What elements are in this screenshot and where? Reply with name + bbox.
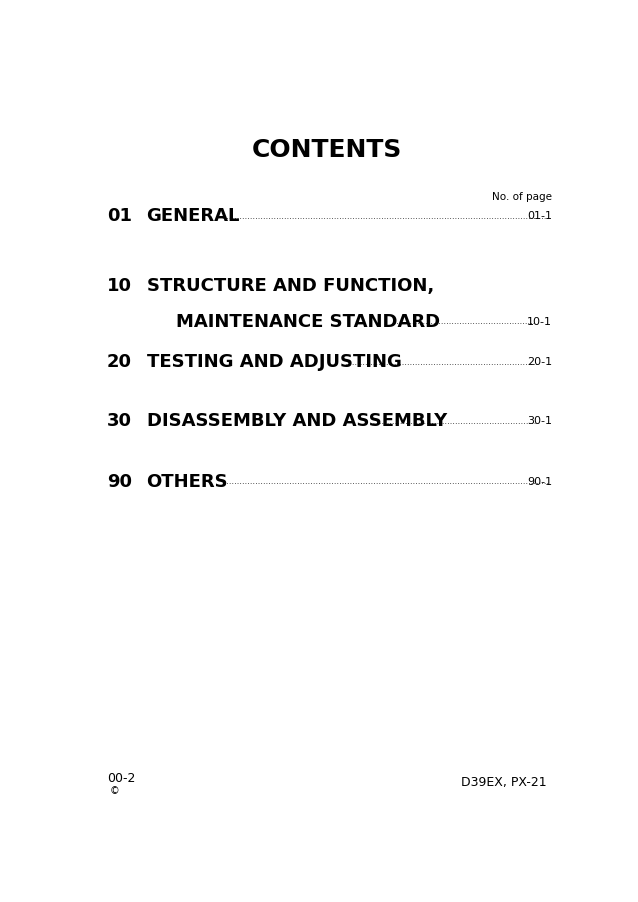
Text: MAINTENANCE STANDARD: MAINTENANCE STANDARD [176, 312, 440, 330]
Text: TESTING AND ADJUSTING: TESTING AND ADJUSTING [147, 353, 401, 371]
Text: 20-1: 20-1 [527, 357, 552, 367]
Text: DISASSEMBLY AND ASSEMBLY: DISASSEMBLY AND ASSEMBLY [147, 412, 447, 429]
Text: 90: 90 [107, 473, 132, 490]
Text: STRUCTURE AND FUNCTION,: STRUCTURE AND FUNCTION, [147, 276, 434, 294]
Text: No. of page: No. of page [492, 192, 552, 202]
Text: 01: 01 [107, 207, 132, 225]
Text: 01-1: 01-1 [527, 211, 552, 221]
Text: 20: 20 [107, 353, 132, 371]
Text: ...............................................................: ........................................… [371, 417, 537, 425]
Text: 90-1: 90-1 [527, 476, 552, 486]
Text: 00-2: 00-2 [107, 771, 135, 784]
Text: ©: © [110, 786, 119, 796]
Text: 30-1: 30-1 [527, 416, 552, 426]
Text: GENERAL: GENERAL [147, 207, 240, 225]
Text: ................................................................................: ........................................… [221, 477, 549, 485]
Text: 10-1: 10-1 [527, 317, 552, 327]
Text: ................................................................................: ........................................… [221, 211, 549, 220]
Text: ..........................................................................: ........................................… [345, 357, 538, 366]
Text: 10: 10 [107, 276, 132, 294]
Text: .......................................................: ........................................… [391, 317, 536, 326]
Text: D39EX, PX-21: D39EX, PX-21 [461, 775, 547, 787]
Text: OTHERS: OTHERS [147, 473, 228, 490]
Text: 30: 30 [107, 412, 132, 429]
Text: CONTENTS: CONTENTS [252, 138, 402, 161]
